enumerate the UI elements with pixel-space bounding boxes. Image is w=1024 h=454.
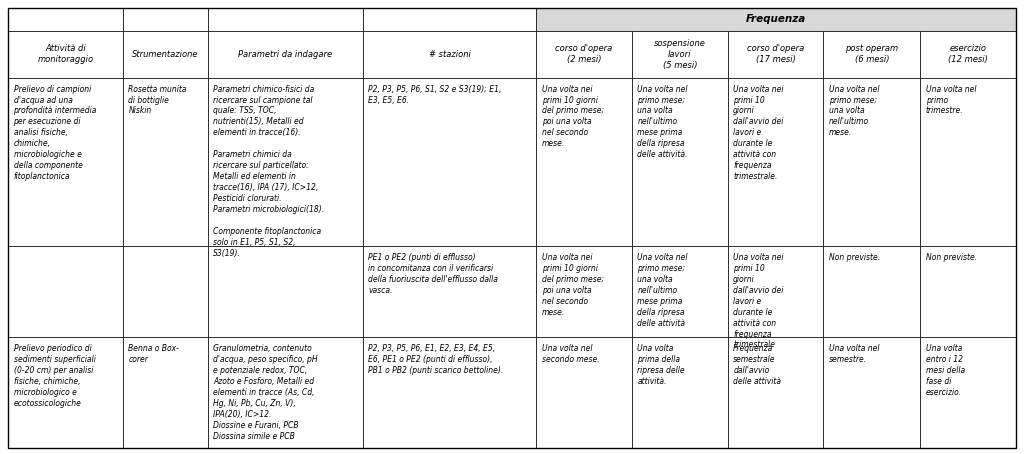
Bar	[632, 78, 728, 246]
Text: Una volta nel
primo
trimestre.: Una volta nel primo trimestre.	[926, 84, 976, 115]
Bar	[921, 31, 1016, 78]
Bar	[8, 31, 123, 78]
Bar	[208, 246, 362, 337]
Bar	[362, 337, 537, 448]
Text: Benna o Box-
corer: Benna o Box- corer	[128, 344, 179, 364]
Text: corso d'opera
(2 mesi): corso d'opera (2 mesi)	[555, 44, 612, 64]
Bar	[728, 246, 823, 337]
Text: Una volta nel
primo mese;
una volta
nell'ultimo
mese prima
della ripresa
delle a: Una volta nel primo mese; una volta nell…	[638, 84, 688, 159]
Bar	[208, 31, 362, 78]
Bar	[123, 78, 208, 246]
Bar	[123, 31, 208, 78]
Bar	[921, 246, 1016, 337]
Bar	[537, 8, 1016, 31]
Text: Una volta
prima della
ripresa delle
attività.: Una volta prima della ripresa delle atti…	[638, 344, 685, 386]
Bar	[537, 337, 632, 448]
Text: Parametri da indagare: Parametri da indagare	[239, 49, 332, 59]
Text: Una volta nel
primo mese;
una volta
nell'ultimo
mese.: Una volta nel primo mese; una volta nell…	[829, 84, 880, 138]
Bar	[123, 337, 208, 448]
Bar	[823, 246, 921, 337]
Bar	[8, 246, 123, 337]
Bar	[123, 8, 208, 31]
Text: Prelievo di campioni
d'acqua ad una
profondità intermedia
per esecuzione di
anal: Prelievo di campioni d'acqua ad una prof…	[13, 84, 97, 181]
Bar	[537, 78, 632, 246]
Bar	[8, 8, 123, 31]
Bar	[728, 31, 823, 78]
Text: Non previste.: Non previste.	[926, 253, 977, 262]
Bar	[208, 337, 362, 448]
Bar	[632, 31, 728, 78]
Text: Parametri chimico-fisici da
ricercare sul campione tal
quale: TSS, TOC,
nutrient: Parametri chimico-fisici da ricercare su…	[213, 84, 325, 258]
Text: Rosetta munita
di bottiglie
Niskin: Rosetta munita di bottiglie Niskin	[128, 84, 187, 115]
Text: Una volta nei
primi 10 giorni
del primo mese;
poi una volta
nel secondo
mese.: Una volta nei primi 10 giorni del primo …	[542, 84, 604, 148]
Bar	[632, 246, 728, 337]
Text: Attività di
monitoraggio: Attività di monitoraggio	[38, 44, 93, 64]
Bar	[123, 246, 208, 337]
Text: corso d'opera
(17 mesi): corso d'opera (17 mesi)	[746, 44, 804, 64]
Bar	[537, 31, 632, 78]
Text: Non previste.: Non previste.	[829, 253, 880, 262]
Text: Una volta nel
primo mese;
una volta
nell'ultimo
mese prima
della ripresa
delle a: Una volta nel primo mese; una volta nell…	[638, 253, 688, 327]
Text: Una volta
entro i 12
mesi della
fase di
esercizio.: Una volta entro i 12 mesi della fase di …	[926, 344, 965, 397]
Text: # stazioni: # stazioni	[429, 49, 470, 59]
Text: Prelievo periodico di
sedimenti superficiali
(0-20 cm) per analisi
fisiche, chim: Prelievo periodico di sedimenti superfic…	[13, 344, 95, 408]
Text: Una volta nei
primi 10
giorni
dall'avvio dei
lavori e
durante le
attività con
fr: Una volta nei primi 10 giorni dall'avvio…	[733, 253, 783, 350]
Bar	[921, 337, 1016, 448]
Bar	[823, 31, 921, 78]
Text: P2, P3, P5, P6, S1, S2 e S3(19); E1,
E3, E5, E6.: P2, P3, P5, P6, S1, S2 e S3(19); E1, E3,…	[369, 84, 502, 104]
Bar	[208, 78, 362, 246]
Text: sospensione
lavori
(5 mesi): sospensione lavori (5 mesi)	[654, 39, 706, 70]
Bar	[823, 78, 921, 246]
Bar	[362, 78, 537, 246]
Text: Una volta nel
semestre.: Una volta nel semestre.	[829, 344, 880, 364]
Text: Una volta nei
primi 10 giorni
del primo mese;
poi una volta
nel secondo
mese.: Una volta nei primi 10 giorni del primo …	[542, 253, 604, 316]
Bar	[921, 78, 1016, 246]
Text: PE1 o PE2 (punti di efflusso)
in concomitanza con il verificarsi
della fuoriusci: PE1 o PE2 (punti di efflusso) in concomi…	[369, 253, 499, 295]
Bar	[728, 78, 823, 246]
Bar	[8, 337, 123, 448]
Text: Una volta nei
primi 10
giorni
dall'avvio dei
lavori e
durante le
attività con
fr: Una volta nei primi 10 giorni dall'avvio…	[733, 84, 783, 181]
Bar	[362, 8, 537, 31]
Bar	[8, 78, 123, 246]
Text: Strumentazione: Strumentazione	[132, 49, 199, 59]
Bar	[632, 337, 728, 448]
Bar	[362, 246, 537, 337]
Bar	[362, 31, 537, 78]
Text: Granulometria, contenuto
d'acqua, peso specifico, pH
e potenziale redox, TOC,
Az: Granulometria, contenuto d'acqua, peso s…	[213, 344, 317, 441]
Text: Una volta nel
secondo mese.: Una volta nel secondo mese.	[542, 344, 599, 364]
Text: post operam
(6 mesi): post operam (6 mesi)	[845, 44, 898, 64]
Bar	[728, 337, 823, 448]
Text: esercizio
(12 mesi): esercizio (12 mesi)	[948, 44, 988, 64]
Text: Frequenza: Frequenza	[745, 15, 806, 25]
Bar	[823, 337, 921, 448]
Text: Frequenza
semestrale
dall'avvio
delle attività: Frequenza semestrale dall'avvio delle at…	[733, 344, 781, 386]
Bar	[537, 246, 632, 337]
Bar	[208, 8, 362, 31]
Text: P2, P3, P5, P6, E1, E2, E3, E4, E5,
E6, PE1 o PE2 (punti di efflusso),
PB1 o PB2: P2, P3, P5, P6, E1, E2, E3, E4, E5, E6, …	[369, 344, 504, 375]
